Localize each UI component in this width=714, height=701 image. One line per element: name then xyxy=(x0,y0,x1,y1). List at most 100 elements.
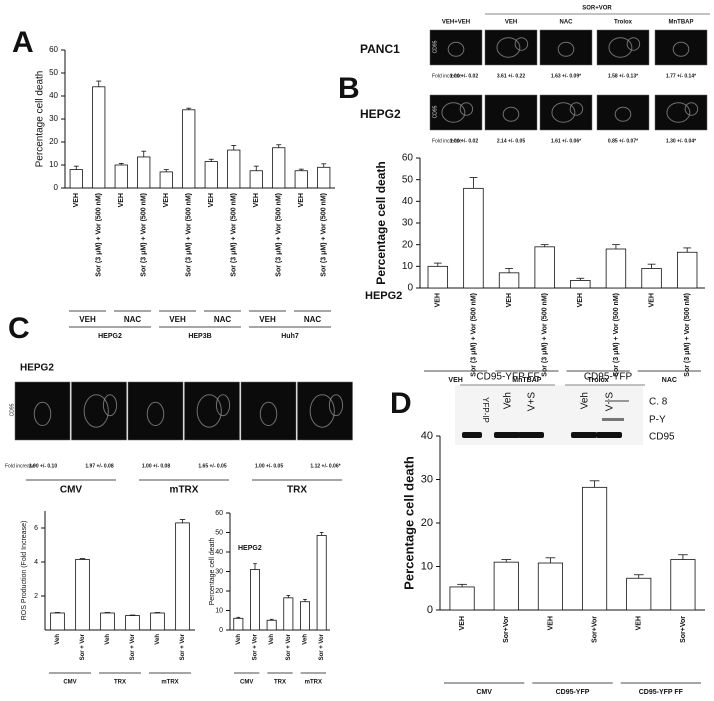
micrograph xyxy=(184,381,240,441)
fold-value: 1.63 +/- 0.09* xyxy=(551,73,581,79)
group-label: CMV xyxy=(476,689,492,696)
fold-value: 3.61 +/- 0.22 xyxy=(497,73,525,79)
group-label: CMV xyxy=(63,680,76,686)
fold-value: 1.00 +/- 0.10 xyxy=(29,463,57,469)
y-tick-label: 30 xyxy=(215,568,223,575)
micrograph xyxy=(484,94,538,131)
micrograph xyxy=(596,94,650,131)
cell-outline xyxy=(309,394,335,428)
group-label: NAC xyxy=(214,315,232,324)
bar xyxy=(427,265,449,289)
row-label: PANC1 xyxy=(360,42,400,56)
bar xyxy=(317,166,331,189)
group-label: CD95-YFP FF xyxy=(639,689,684,696)
x-tick-label: VEH xyxy=(435,293,442,307)
bar xyxy=(626,577,652,611)
bar xyxy=(498,272,520,289)
group-label: VEH xyxy=(259,315,276,324)
group-label: mTRX xyxy=(161,680,178,686)
x-tick-label: Sor (3 μM) + Vor (500 nM) xyxy=(321,193,328,277)
x-tick-label: VEH xyxy=(547,616,554,630)
cell-outline xyxy=(666,102,691,123)
fold-value: 1.58 +/- 0.13* xyxy=(608,73,638,79)
y-tick-label: 10 xyxy=(215,607,223,614)
x-tick-label: Sor (3 μM) + Vor (500 nM) xyxy=(542,293,549,377)
cell-outline xyxy=(196,394,222,428)
bar xyxy=(294,170,308,189)
fold-value: 1.30 +/- 0.04* xyxy=(666,138,696,144)
cell-outline xyxy=(83,394,109,428)
bar xyxy=(582,486,608,611)
fold-label: Fold increase xyxy=(432,138,462,144)
band-label: CD95 xyxy=(649,432,675,443)
cell-outline xyxy=(496,37,521,58)
bar xyxy=(534,246,555,289)
lane-label: Veh xyxy=(580,392,591,409)
x-tick-label: Veh xyxy=(236,634,242,645)
band xyxy=(571,432,597,438)
panel-label: A xyxy=(12,26,34,59)
y-tick-label: 60 xyxy=(402,153,414,164)
group-label: NAC xyxy=(662,377,677,384)
y-axis-label: Percentage cell death xyxy=(209,538,216,606)
group-label: CD95-YFP xyxy=(556,689,590,696)
x-tick-label: Veh xyxy=(55,634,61,645)
y-tick-label: 30 xyxy=(49,114,58,123)
band xyxy=(605,400,629,402)
group-label: Huh7 xyxy=(281,333,299,340)
bar xyxy=(266,619,277,631)
bar xyxy=(100,612,115,631)
bar xyxy=(249,170,263,189)
band xyxy=(602,418,624,421)
group-label: Trolox xyxy=(588,377,609,384)
bar xyxy=(233,617,244,631)
band xyxy=(596,432,622,438)
column-header: VEH xyxy=(505,20,517,26)
x-tick-label: VEH xyxy=(208,193,215,207)
group-label: VEH xyxy=(448,377,462,384)
group-label: NAC xyxy=(304,315,322,324)
x-tick-label: Veh xyxy=(105,634,111,645)
cell-outline xyxy=(102,394,118,417)
chart-title: HEPG2 xyxy=(365,290,402,302)
micrograph xyxy=(297,381,353,441)
micrograph xyxy=(14,381,71,441)
y-tick-label: 60 xyxy=(49,45,58,54)
x-tick-label: VEH xyxy=(118,193,125,207)
image-title: HEPG2 xyxy=(20,363,54,374)
x-tick-label: Sor + Vor xyxy=(286,633,292,660)
fold-value: 1.97 +/- 0.08 xyxy=(85,463,113,469)
y-tick-label: 50 xyxy=(49,68,58,77)
micrograph xyxy=(539,29,593,66)
x-tick-label: Sor+Vor xyxy=(503,616,510,643)
group-label: mTRX xyxy=(305,680,322,686)
x-tick-label: VEH xyxy=(298,193,305,207)
micrograph xyxy=(127,381,184,441)
y-tick-label: 0 xyxy=(219,627,223,634)
bar xyxy=(204,161,218,189)
group-label: CMV xyxy=(60,485,83,496)
bar xyxy=(537,562,563,611)
y-tick-label: 0 xyxy=(407,283,413,294)
x-tick-label: Sor (3 μM) + Vor (500 nM) xyxy=(231,193,238,277)
micrograph xyxy=(484,29,538,66)
cell-outline xyxy=(33,401,52,426)
column-header: MnTBAP xyxy=(669,20,694,26)
bar xyxy=(159,171,173,189)
fold-label: Fold increase xyxy=(5,463,35,469)
bar xyxy=(182,109,196,189)
x-tick-label: VEH xyxy=(163,193,170,207)
x-tick-label: VEH xyxy=(636,616,643,630)
group-label: VEH xyxy=(169,315,186,324)
x-tick-label: Sor+Vor xyxy=(591,616,598,643)
micrograph xyxy=(429,29,483,66)
x-tick-label: Veh xyxy=(155,634,161,645)
x-tick-label: VEH xyxy=(459,616,466,630)
lane-label: Veh xyxy=(503,392,514,409)
fold-value: 1.77 +/- 0.14* xyxy=(666,73,696,79)
cell-outline xyxy=(447,41,465,57)
micrograph xyxy=(539,94,593,131)
cell-outline xyxy=(215,394,231,417)
y-tick-label: 0 xyxy=(427,604,433,616)
